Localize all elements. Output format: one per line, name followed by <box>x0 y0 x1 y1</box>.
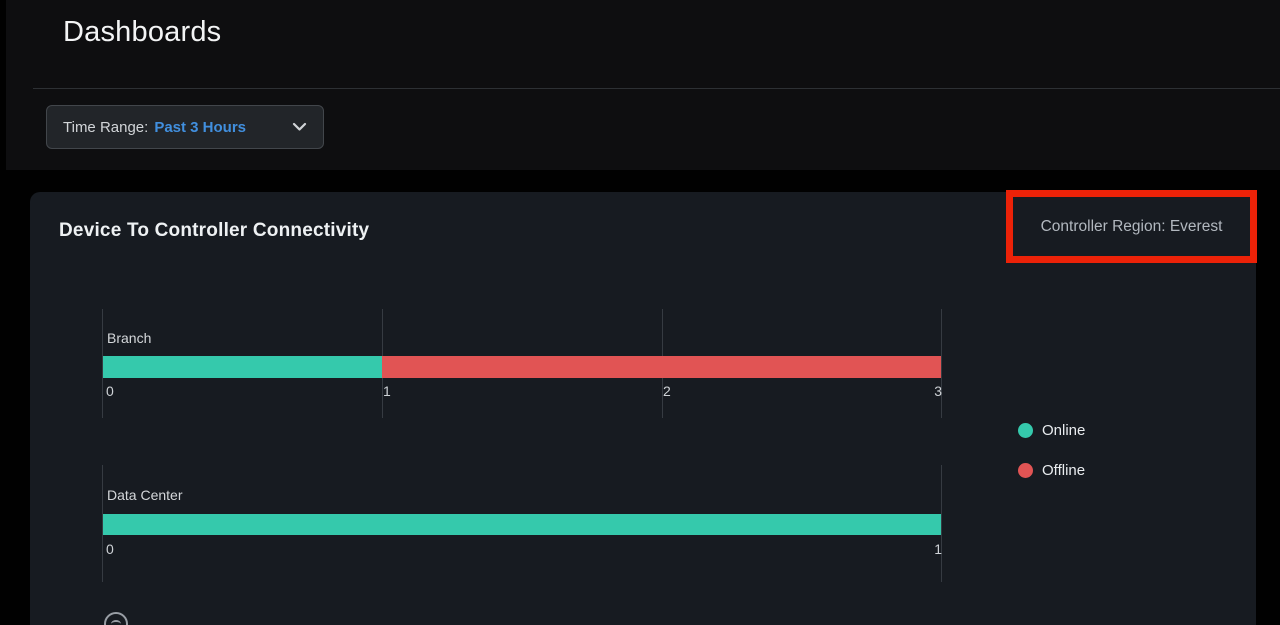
legend-label-online: Online <box>1042 422 1086 439</box>
datacenter-bar <box>103 514 941 535</box>
connectivity-card <box>30 192 1256 625</box>
branch-bar <box>103 356 941 378</box>
time-range-label: Time Range: <box>63 118 149 136</box>
branch-bar-offline-segment[interactable] <box>382 356 941 378</box>
datacenter-chart-grid <box>102 465 942 582</box>
legend-label-offline: Offline <box>1042 462 1086 479</box>
header-divider <box>33 88 1280 89</box>
category-label-datacenter: Data Center <box>107 487 183 503</box>
datacenter-axis-tick-1: 1 <box>934 541 942 557</box>
branch-bar-online-segment[interactable] <box>103 356 383 378</box>
gridline <box>941 309 942 418</box>
chevron-down-icon <box>292 122 307 132</box>
gridline <box>102 309 103 418</box>
page-title: Dashboards <box>63 16 222 48</box>
branch-axis-tick-1: 1 <box>383 383 391 399</box>
datacenter-axis-tick-0: 0 <box>106 541 114 557</box>
online-dot-icon <box>1018 423 1033 438</box>
time-range-dropdown[interactable]: Time Range: Past 3 Hours <box>46 105 324 149</box>
gridline <box>941 465 942 582</box>
page-header: Dashboards Time Range: Past 3 Hours <box>6 0 1280 170</box>
category-label-branch: Branch <box>107 330 152 346</box>
gridline <box>102 465 103 582</box>
clipped-circle-icon-inner <box>111 620 121 625</box>
chart-legend: Online Offline <box>1018 422 1085 479</box>
branch-axis-tick-0: 0 <box>106 383 114 399</box>
card-title: Device To Controller Connectivity <box>59 220 370 241</box>
legend-item-offline[interactable]: Offline <box>1018 462 1085 479</box>
legend-item-online[interactable]: Online <box>1018 422 1085 439</box>
offline-dot-icon <box>1018 463 1033 478</box>
controller-region-label: Controller Region: Everest <box>1040 217 1223 235</box>
branch-axis-tick-3: 3 <box>934 383 942 399</box>
datacenter-bar-online-segment[interactable] <box>103 514 941 535</box>
annotation-highlight-box: Controller Region: Everest <box>1006 190 1257 263</box>
branch-axis-tick-2: 2 <box>663 383 671 399</box>
clipped-circle-icon <box>104 612 128 625</box>
time-range-value: Past 3 Hours <box>154 118 247 136</box>
